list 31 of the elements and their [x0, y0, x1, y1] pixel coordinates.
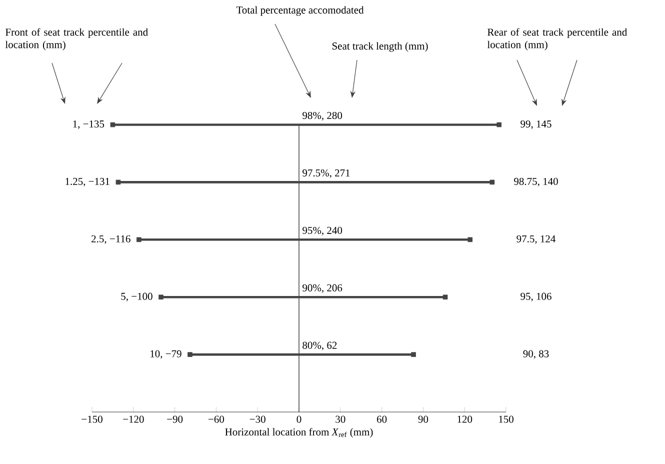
x-tick-label: 90 — [418, 416, 428, 423]
annotation: 80%, 62 — [302, 342, 337, 350]
x-tick-label: −150 — [82, 416, 102, 423]
y-tick-label: 5, −100 — [121, 292, 152, 302]
text: Front of seat track percentile and location (mm) — [5, 28, 148, 50]
x-tick-label: −90 — [167, 416, 183, 423]
text: 90, 83 — [523, 350, 549, 359]
x-tick-label: 120 — [458, 416, 472, 423]
annotation: 97.5%, 271 — [302, 169, 350, 178]
x-tick-label: 30 — [336, 416, 346, 423]
y-tick-label: 1, −135 — [73, 120, 104, 130]
y-tick-label: 1.25, −131 — [66, 178, 110, 186]
text: Total percentage accomodated — [236, 6, 364, 16]
x-tick-label: −120 — [123, 416, 144, 423]
text: Rear of seat track percentile and location (mm) — [487, 28, 628, 50]
x-tick-label: 150 — [499, 416, 514, 423]
x-tick-label: 60 — [377, 416, 387, 423]
text: 95, 106 — [520, 292, 552, 302]
text: Seat track length (mm) — [332, 42, 428, 52]
x-tick-label: −30 — [250, 416, 266, 423]
x-tick-label: 0 — [296, 416, 302, 423]
text: 98.75, 140 — [514, 178, 558, 186]
annotation: 95%, 240 — [302, 226, 342, 236]
annotation: 90%, 206 — [302, 284, 342, 293]
text: 97.5, 124 — [516, 235, 556, 244]
x-tick-label: −60 — [208, 416, 224, 423]
text: 98%, 280 — [302, 112, 342, 121]
x-axis-title: Horizontal location from X$_{ref}$ (mm) — [225, 428, 373, 438]
y-tick-label: 2.5, −116 — [92, 235, 130, 244]
text: 99, 145 — [520, 120, 552, 130]
y-tick-label: 10, −79 — [150, 350, 182, 359]
